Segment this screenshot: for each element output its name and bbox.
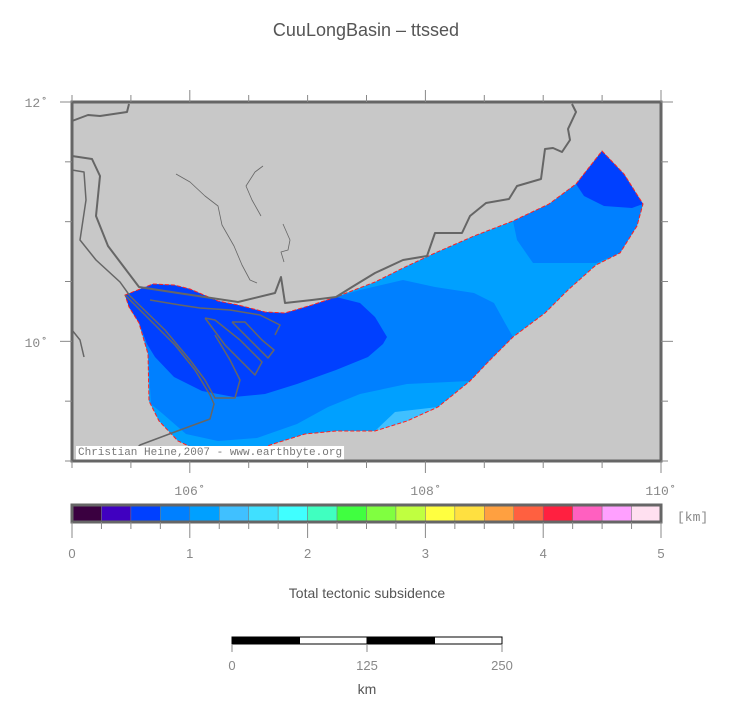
colorbar-tick-label: 4 bbox=[540, 546, 547, 561]
colorbar-tick-label: 0 bbox=[68, 546, 75, 561]
figure-title: CuuLongBasin – ttssed bbox=[273, 20, 459, 40]
colorbar-swatch bbox=[366, 504, 397, 523]
colorbar-tick-label: 3 bbox=[422, 546, 429, 561]
credit-text: Christian Heine,2007 - www.earthbyte.org bbox=[78, 447, 342, 459]
scalebar-segment bbox=[299, 636, 368, 645]
credit-box bbox=[76, 446, 345, 460]
colorbar-tick-labels: 0 1 2 3 4 5 bbox=[68, 546, 664, 561]
colorbar-swatch bbox=[513, 504, 544, 523]
basin-outline bbox=[124, 150, 644, 457]
colorbar-swatch bbox=[454, 504, 485, 523]
colorbar-swatch bbox=[219, 504, 249, 523]
coastline-west-2 bbox=[71, 329, 85, 358]
basin-fill bbox=[124, 150, 644, 457]
lat-label-12: 12˚ bbox=[25, 96, 48, 111]
lat-label-10: 10˚ bbox=[25, 336, 48, 351]
delta-channel-top bbox=[149, 299, 281, 336]
delta-island-2 bbox=[231, 321, 275, 359]
colorbar-tick-label: 2 bbox=[304, 546, 311, 561]
coastlines bbox=[71, 103, 577, 462]
colorbar-swatch bbox=[601, 504, 632, 523]
scalebar-unit: km bbox=[358, 681, 377, 697]
coastline-main bbox=[71, 103, 577, 304]
river-1 bbox=[175, 173, 258, 284]
colorbar-label: Total tectonic subsidence bbox=[289, 585, 446, 601]
colorbar-swatch bbox=[572, 504, 603, 523]
colorbar-swatch bbox=[307, 504, 338, 523]
colorbar-swatch bbox=[542, 504, 573, 523]
scalebar-label-250: 250 bbox=[491, 658, 513, 673]
colorbar-swatch bbox=[189, 504, 220, 523]
lon-label-110: 110˚ bbox=[645, 484, 676, 499]
colorbar-swatch bbox=[484, 504, 514, 523]
river-2 bbox=[245, 165, 264, 217]
scalebar-segment bbox=[232, 637, 300, 644]
lon-label-106: 106˚ bbox=[174, 484, 205, 499]
colorbar-swatch bbox=[425, 504, 456, 523]
scalebar-label-125: 125 bbox=[356, 658, 378, 673]
river-3 bbox=[280, 223, 291, 263]
coastline-north bbox=[71, 103, 130, 122]
colorbar-tick-label: 5 bbox=[657, 546, 664, 561]
scalebar-segment bbox=[434, 636, 503, 645]
colorbar-swatch bbox=[71, 504, 102, 523]
colorbar-swatch bbox=[248, 504, 279, 523]
colorbar-swatch bbox=[160, 504, 191, 523]
coastline-west bbox=[71, 169, 131, 297]
map-ticks bbox=[60, 90, 673, 473]
colorbar-swatch bbox=[336, 504, 367, 523]
basin-zone-shallow bbox=[375, 407, 438, 431]
colorbar-swatch bbox=[130, 504, 161, 523]
colorbar-swatch bbox=[277, 504, 308, 523]
basin-zone-deepest-west bbox=[125, 284, 387, 397]
scalebar-label-0: 0 bbox=[228, 658, 235, 673]
lon-label-108: 108˚ bbox=[410, 484, 441, 499]
colorbar-tick-label: 1 bbox=[186, 546, 193, 561]
colorbar-swatch bbox=[631, 504, 662, 523]
mekong-channel bbox=[122, 294, 215, 462]
scalebar: 0 125 250 km bbox=[228, 636, 513, 697]
colorbar-swatch bbox=[395, 504, 426, 523]
scalebar-segment bbox=[367, 637, 435, 644]
delta-island-1 bbox=[204, 317, 263, 376]
colorbar-unit: [km] bbox=[677, 510, 708, 525]
colorbar bbox=[70, 503, 663, 538]
mekong-channel-2 bbox=[129, 295, 241, 399]
basin-zone-deepest-east bbox=[576, 151, 643, 208]
colorbar-swatch bbox=[101, 504, 132, 523]
